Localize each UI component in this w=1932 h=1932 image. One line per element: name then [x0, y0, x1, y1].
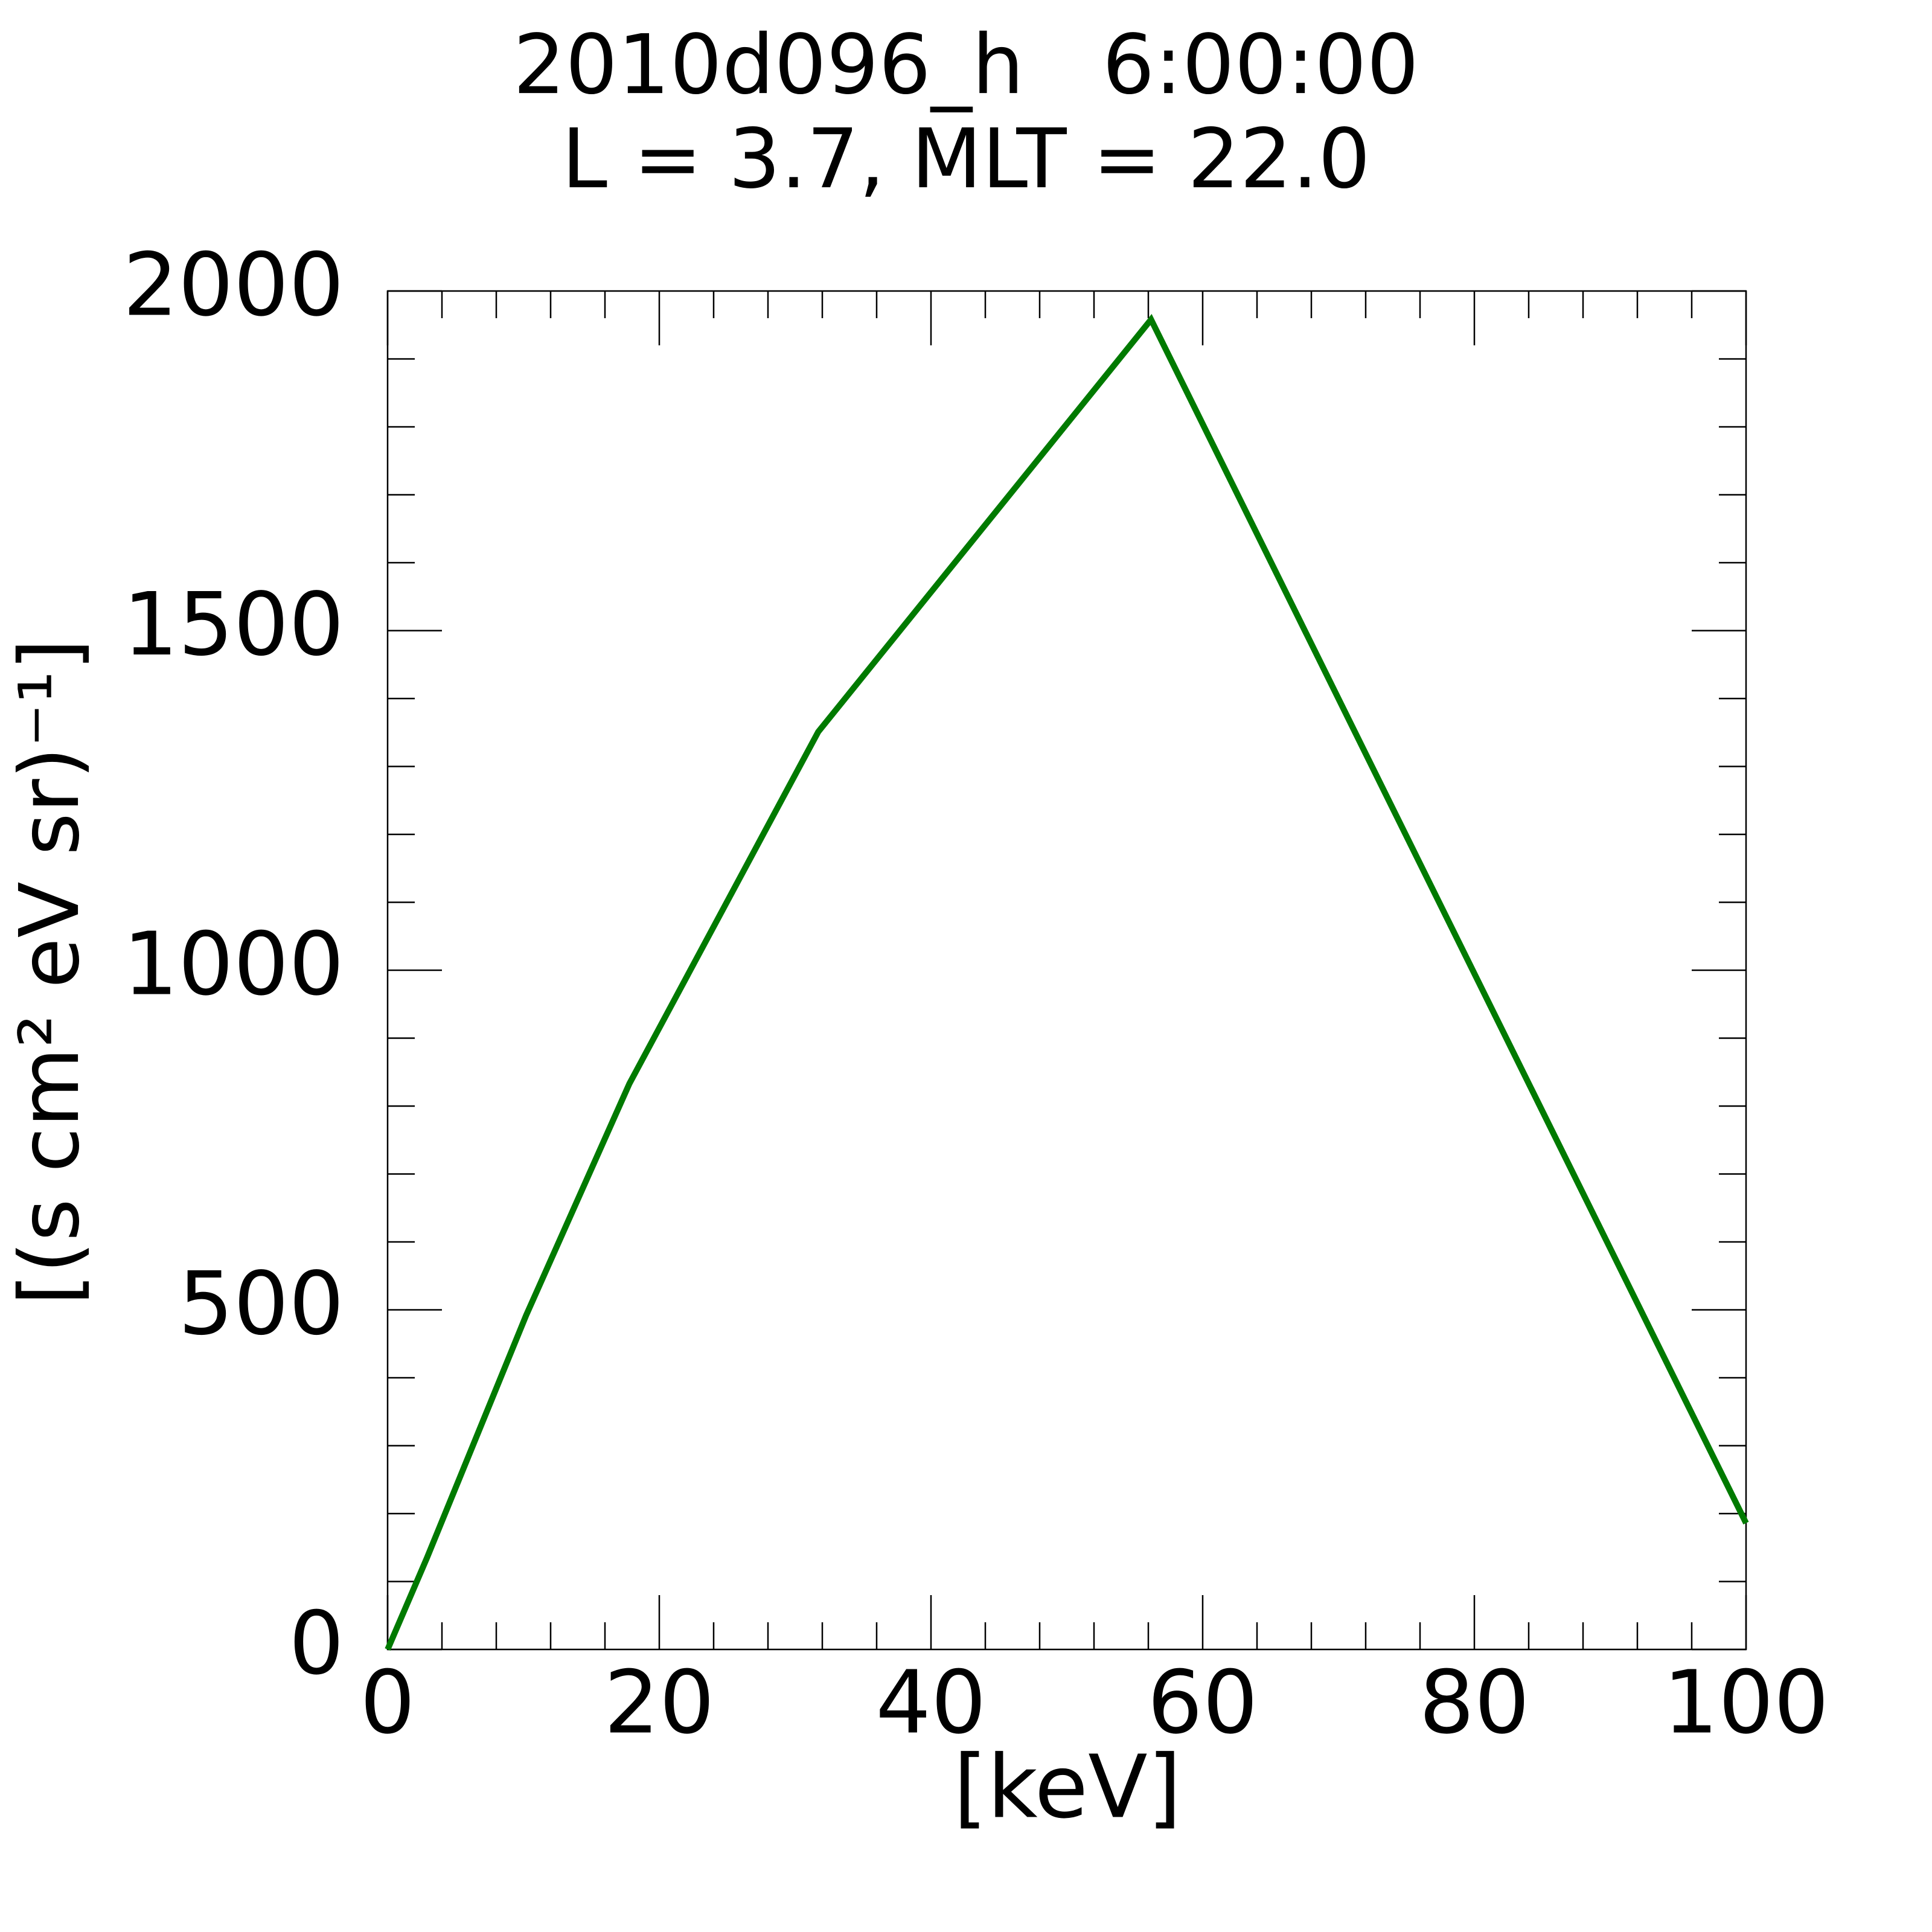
x-tick-label: 40 — [875, 1652, 986, 1753]
y-tick-label: 2000 — [123, 234, 344, 336]
y-tick-label: 500 — [178, 1253, 344, 1354]
x-axis-label: [keV] — [953, 1736, 1182, 1838]
x-tick-label: 60 — [1147, 1652, 1258, 1753]
y-tick-label: 1500 — [123, 574, 344, 675]
chart-subtitle: L = 3.7, MLT = 22.0 — [561, 112, 1371, 207]
x-tick-label: 100 — [1663, 1652, 1829, 1753]
x-tick-label: 20 — [604, 1652, 714, 1753]
x-tick-label: 0 — [360, 1652, 415, 1753]
y-tick-label: 1000 — [123, 913, 344, 1015]
plot-frame — [386, 290, 1747, 1651]
data-line — [385, 314, 1749, 1651]
y-axis-label: [(s cm² eV sr)⁻¹] — [2, 639, 98, 1305]
y-tick-label: 0 — [289, 1593, 344, 1694]
chart-title: 2010d096_h 6:00:00 — [513, 18, 1419, 113]
x-tick-label: 80 — [1419, 1652, 1529, 1753]
